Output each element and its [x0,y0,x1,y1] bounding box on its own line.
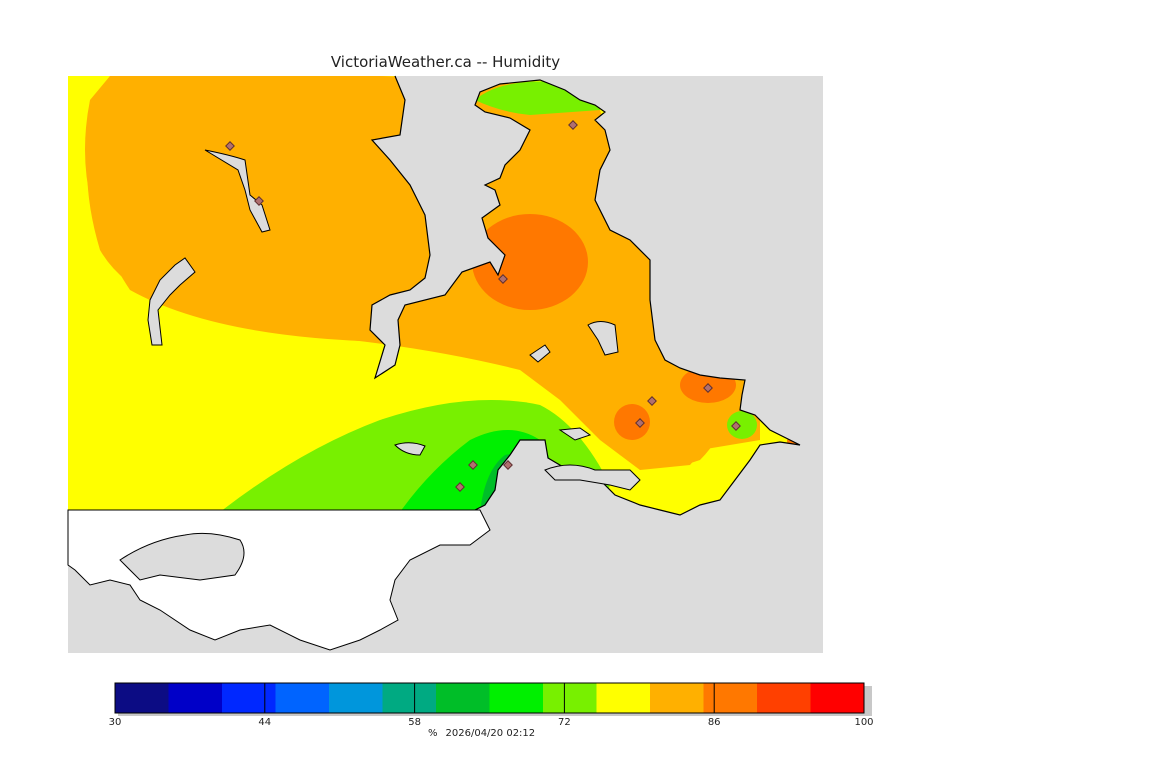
lake [147,257,196,346]
colorbar-bin [222,683,276,713]
high-humidity-zone-south [614,404,650,440]
colorbar-caption: % 2026/04/20 02:12 [428,728,543,739]
page-title: VictoriaWeather.ca -- Humidity [330,53,561,71]
station-marker [635,418,645,428]
inlet [544,464,641,491]
station-marker [503,460,513,470]
colorbar-bin [757,683,811,713]
station-marker [568,120,578,130]
colorbar-bin [650,683,704,713]
colorbar-bin [168,683,222,713]
colorbar-bin [596,683,650,713]
high-humidity-zone-north [472,214,588,310]
colorbar-tick-label: 72 [558,717,571,728]
coastline [369,75,801,516]
station-marker [703,383,713,393]
lake [529,344,551,363]
colorbar-bin [543,683,597,713]
colorbar-bin [329,683,383,713]
station-marker [254,196,264,206]
colorbar-bin [810,683,864,713]
lake [587,321,619,356]
station-marker [731,421,741,431]
inlet [558,427,592,441]
colorbar-tick-label: 30 [108,717,122,728]
station-marker [468,460,478,470]
colorbar-unit: % [428,728,438,739]
colorbar-tick-label: 86 [707,717,721,728]
station-marker [455,482,465,492]
humidity-field [68,76,800,515]
colorbar-bin [382,683,436,713]
colorbar-bin [489,683,543,713]
humidity-colorbar [114,682,872,716]
colorbar-bin [436,683,490,713]
colorbar-bin [703,683,757,713]
station-markers [225,120,741,492]
colorbar-tick-label: 58 [408,717,421,728]
station-marker [498,274,508,284]
colorbar-tick-label: 44 [258,717,272,728]
colorbar-timestamp: 2026/04/20 02:12 [445,728,536,739]
lake [204,149,271,233]
colorbar-tick-label: 100 [854,717,874,728]
station-marker [647,396,657,406]
colorbar-bin [115,683,169,713]
station-marker [225,141,235,151]
lake [394,442,426,456]
colorbar-bin [275,683,329,713]
